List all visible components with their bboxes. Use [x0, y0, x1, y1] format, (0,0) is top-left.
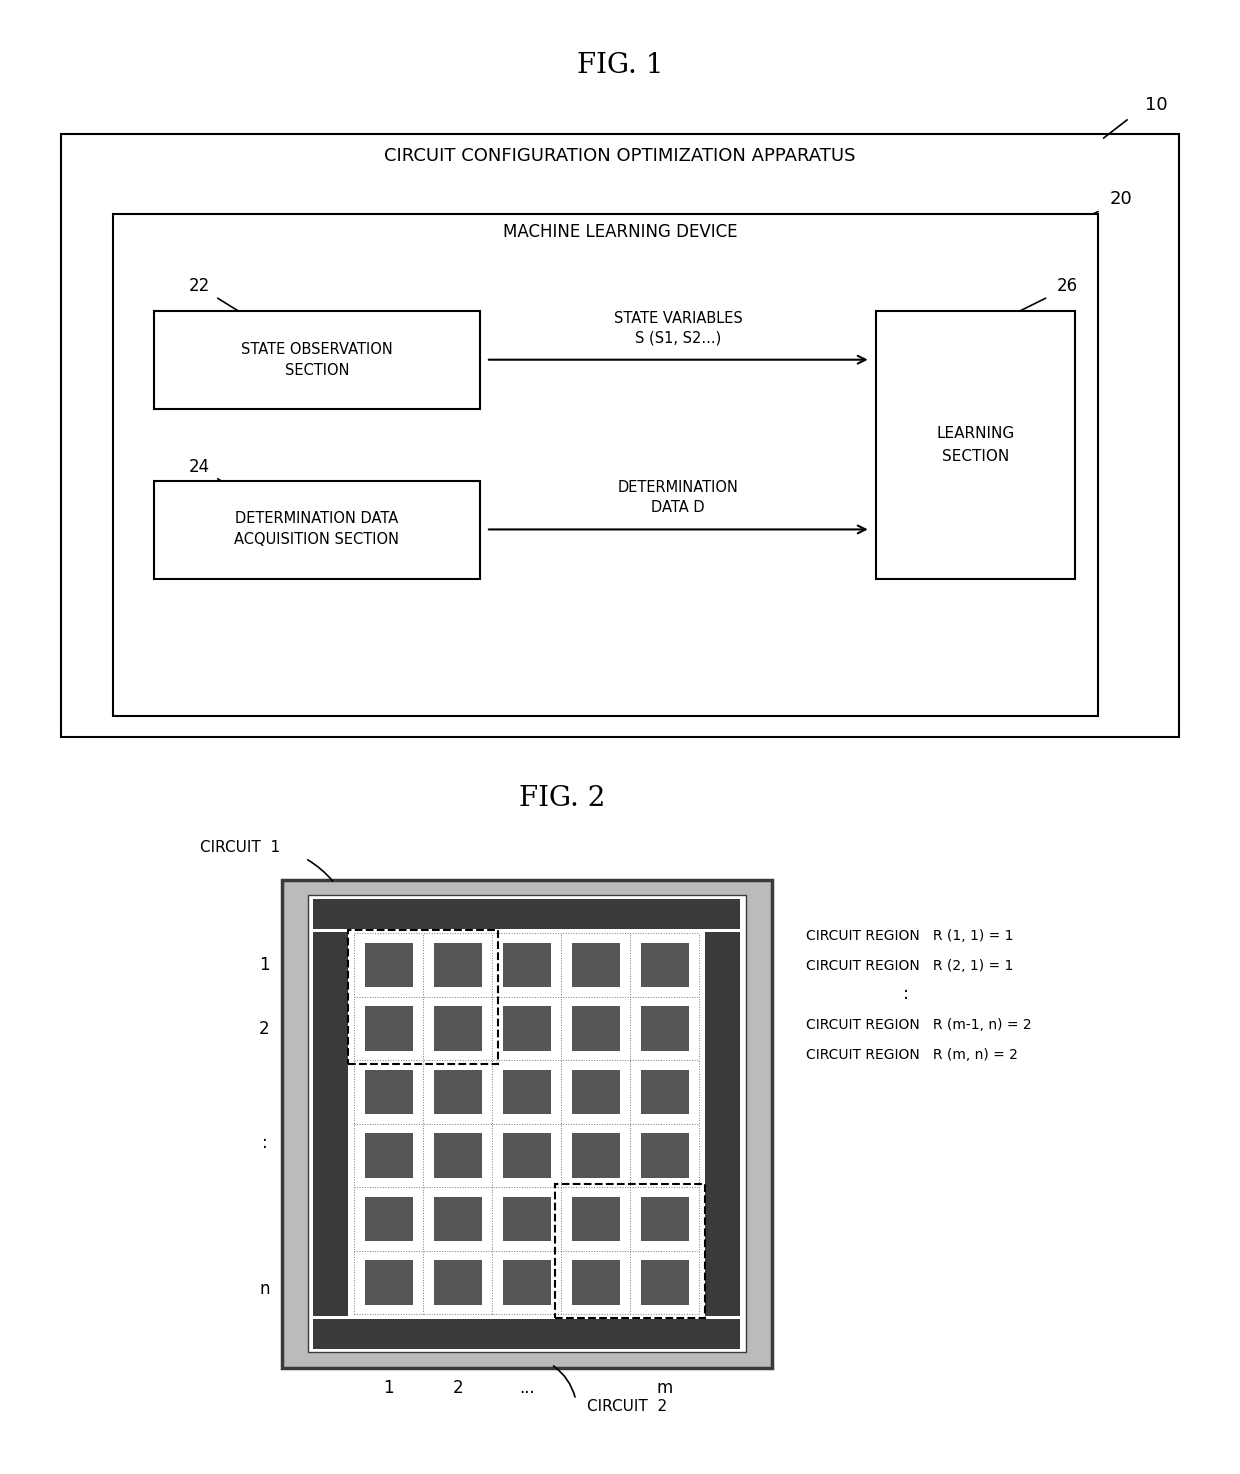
FancyBboxPatch shape — [434, 1197, 482, 1241]
FancyBboxPatch shape — [365, 1197, 413, 1241]
FancyBboxPatch shape — [572, 1260, 620, 1304]
Text: CIRCUIT REGION   R (1, 1) = 1: CIRCUIT REGION R (1, 1) = 1 — [806, 929, 1014, 943]
FancyBboxPatch shape — [641, 1197, 689, 1241]
Text: n: n — [259, 1279, 270, 1297]
FancyBboxPatch shape — [641, 1007, 689, 1051]
Text: 22: 22 — [188, 277, 210, 295]
FancyBboxPatch shape — [281, 880, 771, 1368]
FancyBboxPatch shape — [641, 1070, 689, 1114]
FancyBboxPatch shape — [572, 1007, 620, 1051]
FancyBboxPatch shape — [572, 1197, 620, 1241]
Text: STATE OBSERVATION
SECTION: STATE OBSERVATION SECTION — [241, 342, 393, 377]
Text: DETERMINATION
DATA D: DETERMINATION DATA D — [618, 481, 739, 514]
Text: LEARNING
SECTION: LEARNING SECTION — [936, 426, 1014, 463]
Text: CIRCUIT REGION   R (m, n) = 2: CIRCUIT REGION R (m, n) = 2 — [806, 1048, 1018, 1063]
Text: 24: 24 — [188, 457, 210, 476]
FancyBboxPatch shape — [365, 1134, 413, 1178]
FancyBboxPatch shape — [641, 1134, 689, 1178]
FancyBboxPatch shape — [641, 943, 689, 988]
FancyBboxPatch shape — [365, 1260, 413, 1304]
FancyBboxPatch shape — [706, 932, 740, 1315]
Text: CIRCUIT CONFIGURATION OPTIMIZATION APPARATUS: CIRCUIT CONFIGURATION OPTIMIZATION APPAR… — [384, 147, 856, 165]
FancyBboxPatch shape — [434, 1007, 482, 1051]
FancyBboxPatch shape — [314, 1319, 740, 1349]
FancyBboxPatch shape — [61, 134, 1179, 737]
Text: :: : — [903, 985, 909, 1004]
FancyBboxPatch shape — [154, 311, 480, 408]
Text: :: : — [262, 1134, 268, 1151]
FancyBboxPatch shape — [314, 932, 348, 1315]
Text: 2: 2 — [259, 1020, 270, 1038]
FancyBboxPatch shape — [434, 943, 482, 988]
Text: STATE VARIABLES
S (S1, S2...): STATE VARIABLES S (S1, S2...) — [614, 311, 743, 346]
Text: CIRCUIT REGION   R (m-1, n) = 2: CIRCUIT REGION R (m-1, n) = 2 — [806, 1019, 1032, 1032]
Text: m: m — [657, 1378, 673, 1397]
FancyBboxPatch shape — [572, 1134, 620, 1178]
FancyBboxPatch shape — [434, 1070, 482, 1114]
Text: FIG. 1: FIG. 1 — [577, 52, 663, 80]
FancyBboxPatch shape — [641, 1260, 689, 1304]
Text: 2: 2 — [453, 1378, 463, 1397]
Text: CIRCUIT REGION   R (2, 1) = 1: CIRCUIT REGION R (2, 1) = 1 — [806, 960, 1014, 973]
FancyBboxPatch shape — [502, 1260, 551, 1304]
FancyBboxPatch shape — [502, 1197, 551, 1241]
FancyBboxPatch shape — [502, 1007, 551, 1051]
Text: 20: 20 — [1110, 190, 1132, 208]
FancyBboxPatch shape — [365, 943, 413, 988]
FancyBboxPatch shape — [502, 1134, 551, 1178]
Text: 10: 10 — [1145, 96, 1168, 115]
FancyBboxPatch shape — [434, 1260, 482, 1304]
Text: ...: ... — [518, 1378, 534, 1397]
FancyBboxPatch shape — [572, 1070, 620, 1114]
FancyBboxPatch shape — [308, 895, 746, 1352]
FancyBboxPatch shape — [502, 1070, 551, 1114]
Text: CIRCUIT  1: CIRCUIT 1 — [201, 840, 280, 855]
FancyBboxPatch shape — [314, 899, 740, 929]
Text: DETERMINATION DATA
ACQUISITION SECTION: DETERMINATION DATA ACQUISITION SECTION — [234, 511, 399, 547]
FancyBboxPatch shape — [154, 481, 480, 579]
Text: 1: 1 — [383, 1378, 394, 1397]
FancyBboxPatch shape — [877, 311, 1075, 579]
FancyBboxPatch shape — [365, 1007, 413, 1051]
Text: MACHINE LEARNING DEVICE: MACHINE LEARNING DEVICE — [502, 223, 738, 240]
FancyBboxPatch shape — [365, 1070, 413, 1114]
Text: FIG. 2: FIG. 2 — [518, 784, 605, 812]
Text: 26: 26 — [1056, 277, 1079, 295]
FancyBboxPatch shape — [502, 943, 551, 988]
FancyBboxPatch shape — [113, 214, 1097, 716]
Text: CIRCUIT  2: CIRCUIT 2 — [588, 1399, 667, 1414]
FancyBboxPatch shape — [434, 1134, 482, 1178]
Text: 1: 1 — [259, 957, 270, 974]
FancyBboxPatch shape — [572, 943, 620, 988]
